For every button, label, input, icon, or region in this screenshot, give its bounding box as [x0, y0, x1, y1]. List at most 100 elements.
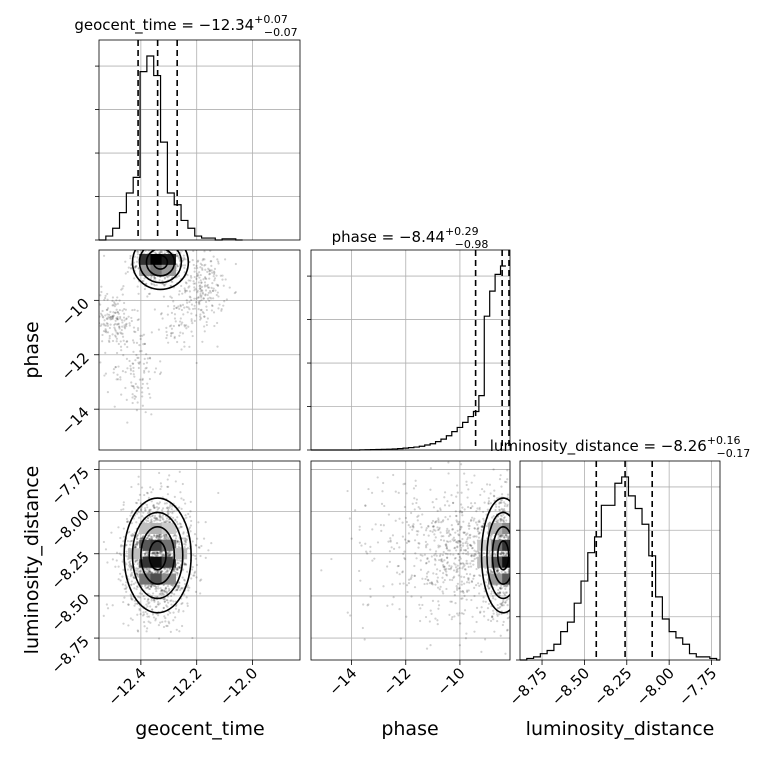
sample-point	[504, 591, 507, 594]
sample-point	[173, 593, 176, 596]
sample-point	[447, 531, 450, 534]
sample-point	[111, 315, 114, 318]
sample-point	[448, 515, 452, 518]
sample-point	[465, 581, 469, 584]
sample-point	[195, 314, 198, 317]
sample-point	[163, 537, 166, 540]
sample-point	[530, 569, 532, 571]
sample-point	[513, 585, 515, 587]
sample-point	[135, 512, 139, 515]
sample-point	[180, 323, 183, 326]
sample-point	[514, 498, 516, 500]
sample-point	[508, 571, 510, 574]
sample-point	[190, 298, 193, 302]
sample-point	[136, 543, 139, 547]
sample-point	[136, 573, 139, 577]
sample-point	[501, 498, 504, 502]
sample-point	[136, 613, 139, 616]
sample-point	[170, 327, 174, 330]
sample-point	[380, 502, 384, 505]
sample-point	[379, 523, 382, 527]
sample-point	[194, 301, 198, 304]
sample-point	[505, 599, 508, 602]
sample-point	[184, 502, 187, 505]
sample-point	[468, 527, 471, 530]
sample-point	[127, 315, 130, 318]
sample-point	[134, 546, 138, 549]
sample-point	[478, 551, 481, 554]
sample-point	[502, 507, 506, 511]
sample-point	[136, 327, 140, 330]
sample-point	[193, 307, 197, 310]
sample-point	[182, 313, 185, 316]
sample-point	[499, 605, 502, 608]
sample-point	[181, 568, 185, 571]
sample-point	[498, 606, 501, 610]
sample-point	[482, 510, 485, 514]
sample-point	[184, 539, 187, 542]
sample-point	[147, 519, 150, 523]
sample-point	[413, 574, 416, 577]
sample-point	[155, 247, 157, 249]
sample-point	[429, 548, 432, 551]
sample-point	[516, 536, 518, 538]
sample-point	[146, 586, 150, 589]
sample-point	[181, 482, 184, 486]
sample-point	[123, 343, 126, 346]
sample-point	[491, 516, 494, 519]
sample-point	[167, 553, 170, 556]
sample-point	[182, 531, 185, 534]
sample-point	[147, 620, 150, 623]
sample-point	[165, 330, 168, 333]
sample-point	[502, 516, 506, 520]
sample-point	[500, 570, 503, 573]
sample-point	[453, 557, 457, 560]
sample-point	[166, 313, 169, 316]
sample-point	[131, 539, 134, 542]
sample-point	[157, 600, 160, 604]
sample-point	[458, 539, 461, 543]
sample-point	[132, 576, 136, 579]
sample-point	[163, 534, 166, 537]
sample-point	[499, 587, 502, 591]
sample-point	[126, 340, 129, 343]
sample-point	[525, 576, 527, 578]
sample-point	[127, 603, 130, 606]
sample-point	[166, 535, 169, 538]
sample-point	[102, 316, 105, 319]
sample-point	[141, 515, 144, 518]
sample-point	[185, 282, 188, 285]
sample-point	[415, 501, 418, 505]
sample-point	[517, 547, 519, 549]
sample-point	[194, 288, 197, 291]
y-tick-label: −10	[58, 294, 93, 329]
sample-point	[442, 565, 445, 568]
sample-point	[183, 578, 186, 581]
sample-point	[205, 323, 208, 327]
sample-point	[408, 540, 411, 543]
sample-point	[467, 565, 470, 568]
sample-point	[431, 583, 434, 586]
sample-point	[458, 511, 462, 514]
sample-point	[221, 278, 224, 281]
sample-point	[480, 487, 484, 491]
sample-point	[459, 540, 462, 543]
sample-point	[433, 558, 437, 561]
sample-point	[159, 515, 162, 518]
sample-point	[455, 514, 458, 517]
sample-point	[349, 614, 352, 617]
sample-point	[196, 296, 200, 299]
sample-point	[178, 229, 180, 231]
sample-point	[161, 620, 164, 623]
sample-point	[506, 629, 509, 632]
sample-point	[128, 530, 131, 534]
sample-point	[181, 321, 184, 324]
sample-point	[478, 554, 481, 557]
sample-point	[514, 588, 516, 590]
sample-point	[132, 341, 136, 344]
sample-point	[178, 566, 182, 569]
sample-point	[162, 625, 166, 629]
sample-point	[123, 246, 125, 248]
sample-point	[200, 285, 204, 288]
sample-point	[159, 516, 162, 520]
